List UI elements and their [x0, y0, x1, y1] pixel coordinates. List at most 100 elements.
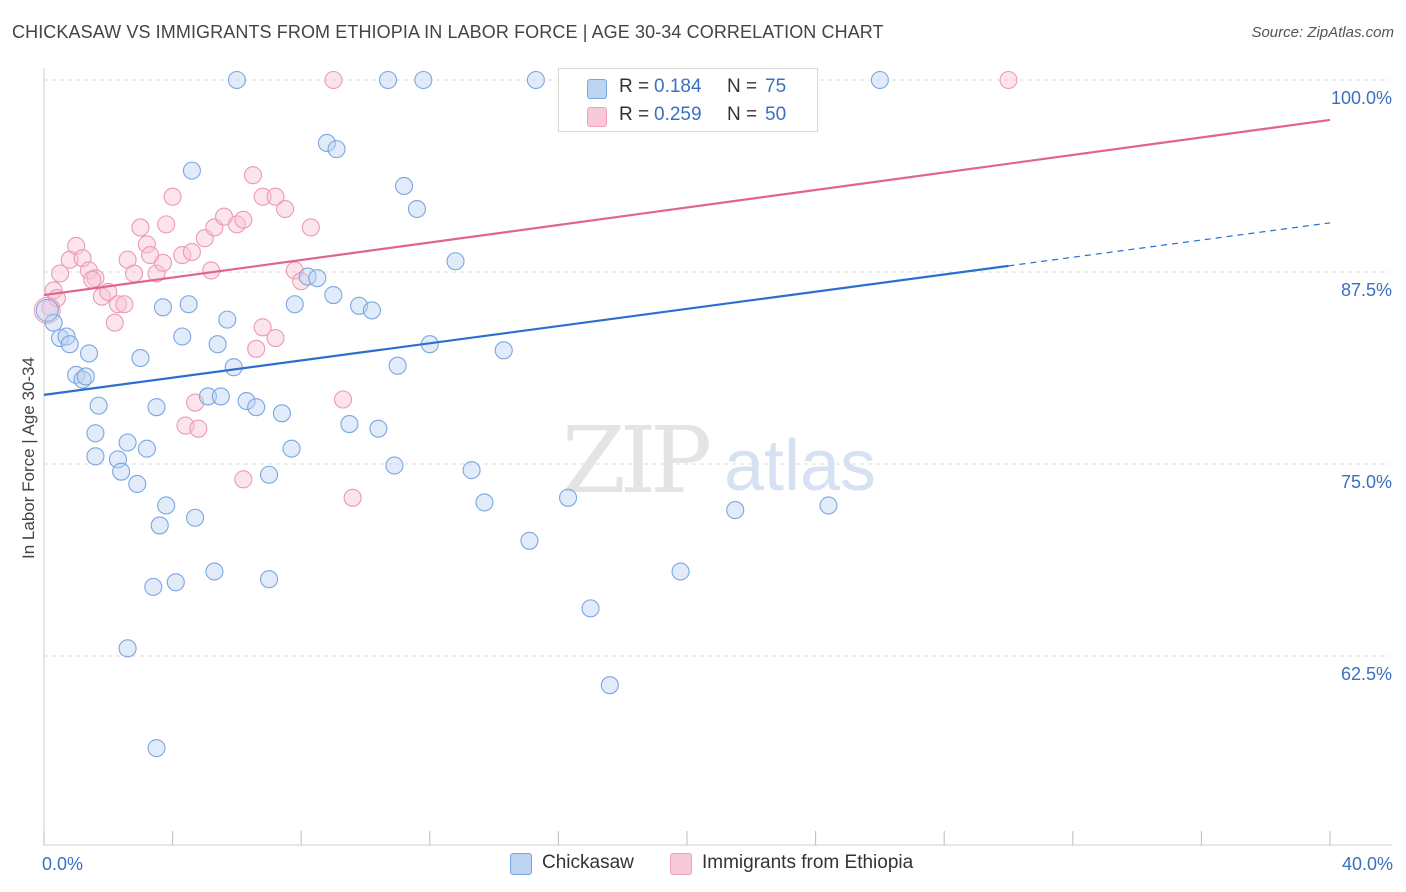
ethiopia-point — [253, 318, 272, 337]
legend-row-chickasaw: R = 0.184 N = 75 — [559, 72, 817, 102]
chickasaw-point — [147, 739, 166, 758]
watermark-atlas: atlas — [724, 426, 876, 506]
y-tick-label: 75.0% — [1341, 472, 1392, 492]
chickasaw-point — [76, 367, 95, 386]
legend-swatch-ethiopia — [587, 107, 607, 127]
chickasaw-point — [259, 465, 279, 484]
stats-legend: R = 0.184 N = 75 R = 0.259 N = 50 — [558, 68, 818, 132]
x-tick-label: 0.0% — [42, 854, 83, 874]
chickasaw-point — [388, 356, 407, 375]
chickasaw-point — [520, 531, 539, 550]
chickasaw-point — [308, 269, 327, 288]
legend-n-label: N = — [727, 76, 758, 97]
bottom-legend-swatch-ethiopia — [670, 853, 692, 875]
chickasaw-point — [600, 676, 619, 695]
chickasaw-point — [173, 327, 192, 346]
chickasaw-point — [324, 285, 343, 305]
source-label: Source: ZipAtlas.com — [1251, 24, 1394, 41]
legend-n-label: N = — [727, 104, 758, 125]
ethiopia-point — [301, 218, 320, 237]
chickasaw-point — [51, 328, 70, 348]
chickasaw-point — [462, 461, 481, 480]
chickasaw-point — [340, 415, 359, 434]
chickasaw-point — [186, 508, 205, 527]
chickasaw-point — [414, 70, 433, 90]
chickasaw-point — [671, 562, 690, 581]
chickasaw-point — [581, 599, 600, 618]
chickasaw-points — [35, 70, 889, 758]
chickasaw-point — [86, 424, 105, 443]
chickasaw-point — [157, 496, 176, 515]
ethiopia-point — [86, 269, 105, 288]
chickasaw-point — [44, 313, 63, 332]
chickasaw-point — [112, 462, 131, 481]
ethiopia-point — [253, 187, 272, 206]
ethiopia-point — [108, 295, 127, 314]
chickasaw-point — [128, 474, 147, 494]
ethiopia-point — [115, 295, 134, 314]
y-tick-label: 62.5% — [1341, 664, 1392, 684]
chickasaw-point — [73, 370, 92, 389]
chickasaw-point — [166, 573, 185, 592]
watermark-zip: ZIP — [562, 407, 709, 514]
y-tick-label: 100.0% — [1331, 88, 1392, 108]
chickasaw-trend-line — [43, 264, 1009, 396]
chickasaw-point — [179, 295, 198, 314]
bottom-legend-label: Immigrants from Ethiopia — [702, 852, 914, 873]
ethiopia-point — [266, 187, 285, 206]
y-axis-label: In Labor Force | Age 30-34 — [19, 357, 38, 559]
chickasaw-point — [247, 398, 266, 417]
chickasaw-point — [89, 396, 108, 415]
chickasaw-point — [224, 358, 243, 377]
chickasaw-point — [285, 295, 304, 314]
chickasaw-trend-extension — [1008, 222, 1331, 267]
ethiopia-point — [333, 390, 353, 409]
ethiopia-point — [51, 264, 70, 283]
ethiopia-point — [147, 264, 166, 283]
chickasaw-point — [378, 70, 398, 90]
chickasaw-point — [327, 140, 346, 159]
ethiopia-point — [324, 70, 343, 90]
chickasaw-point — [211, 387, 230, 406]
ethiopia-point — [189, 419, 208, 438]
ethiopia-point — [234, 470, 253, 489]
ethiopia-point — [266, 328, 285, 348]
chart-title: CHICKASAW VS IMMIGRANTS FROM ETHIOPIA IN… — [12, 22, 884, 42]
chickasaw-point — [369, 419, 388, 438]
legend-r-label: R = — [619, 76, 650, 97]
bottom-legend-label: Chickasaw — [542, 852, 634, 873]
legend-r-label: R = — [619, 104, 650, 125]
ethiopia-point — [131, 218, 150, 237]
chickasaw-point — [205, 562, 224, 581]
axes — [43, 68, 1392, 846]
legend-swatch-chickasaw — [587, 79, 607, 99]
ethiopia-point — [999, 70, 1018, 90]
chickasaw-point — [131, 348, 150, 368]
trend-lines — [43, 118, 1331, 396]
legend-r-value: 0.259 — [654, 104, 702, 125]
tick-labels: 62.5% 75.0% 87.5% 100.0% 0.0% 40.0% — [42, 88, 1393, 874]
chickasaw-point — [218, 310, 237, 329]
legend-n-value: 75 — [765, 76, 787, 97]
ethiopia-point — [105, 313, 124, 332]
ethiopia-point — [276, 199, 295, 219]
watermark: ZIP atlas — [562, 407, 876, 514]
chickasaw-point — [237, 391, 256, 411]
ethiopia-point — [124, 264, 144, 283]
chickasaw-point — [208, 335, 227, 354]
x-tick-label: 40.0% — [1342, 854, 1393, 874]
chickasaw-point — [526, 70, 545, 90]
ethiopia-point — [243, 166, 263, 185]
chickasaw-point — [118, 639, 137, 658]
ethiopia-point — [182, 242, 201, 262]
chickasaw-point — [60, 335, 79, 354]
chickasaw-point — [870, 70, 889, 90]
chickasaw-point — [86, 447, 105, 466]
chickasaw-point — [298, 267, 317, 286]
chickasaw-point — [407, 199, 426, 219]
chickasaw-point — [317, 133, 336, 153]
ethiopia-point — [173, 246, 192, 265]
y-tick-label: 87.5% — [1341, 280, 1392, 300]
chickasaw-point — [282, 439, 301, 458]
